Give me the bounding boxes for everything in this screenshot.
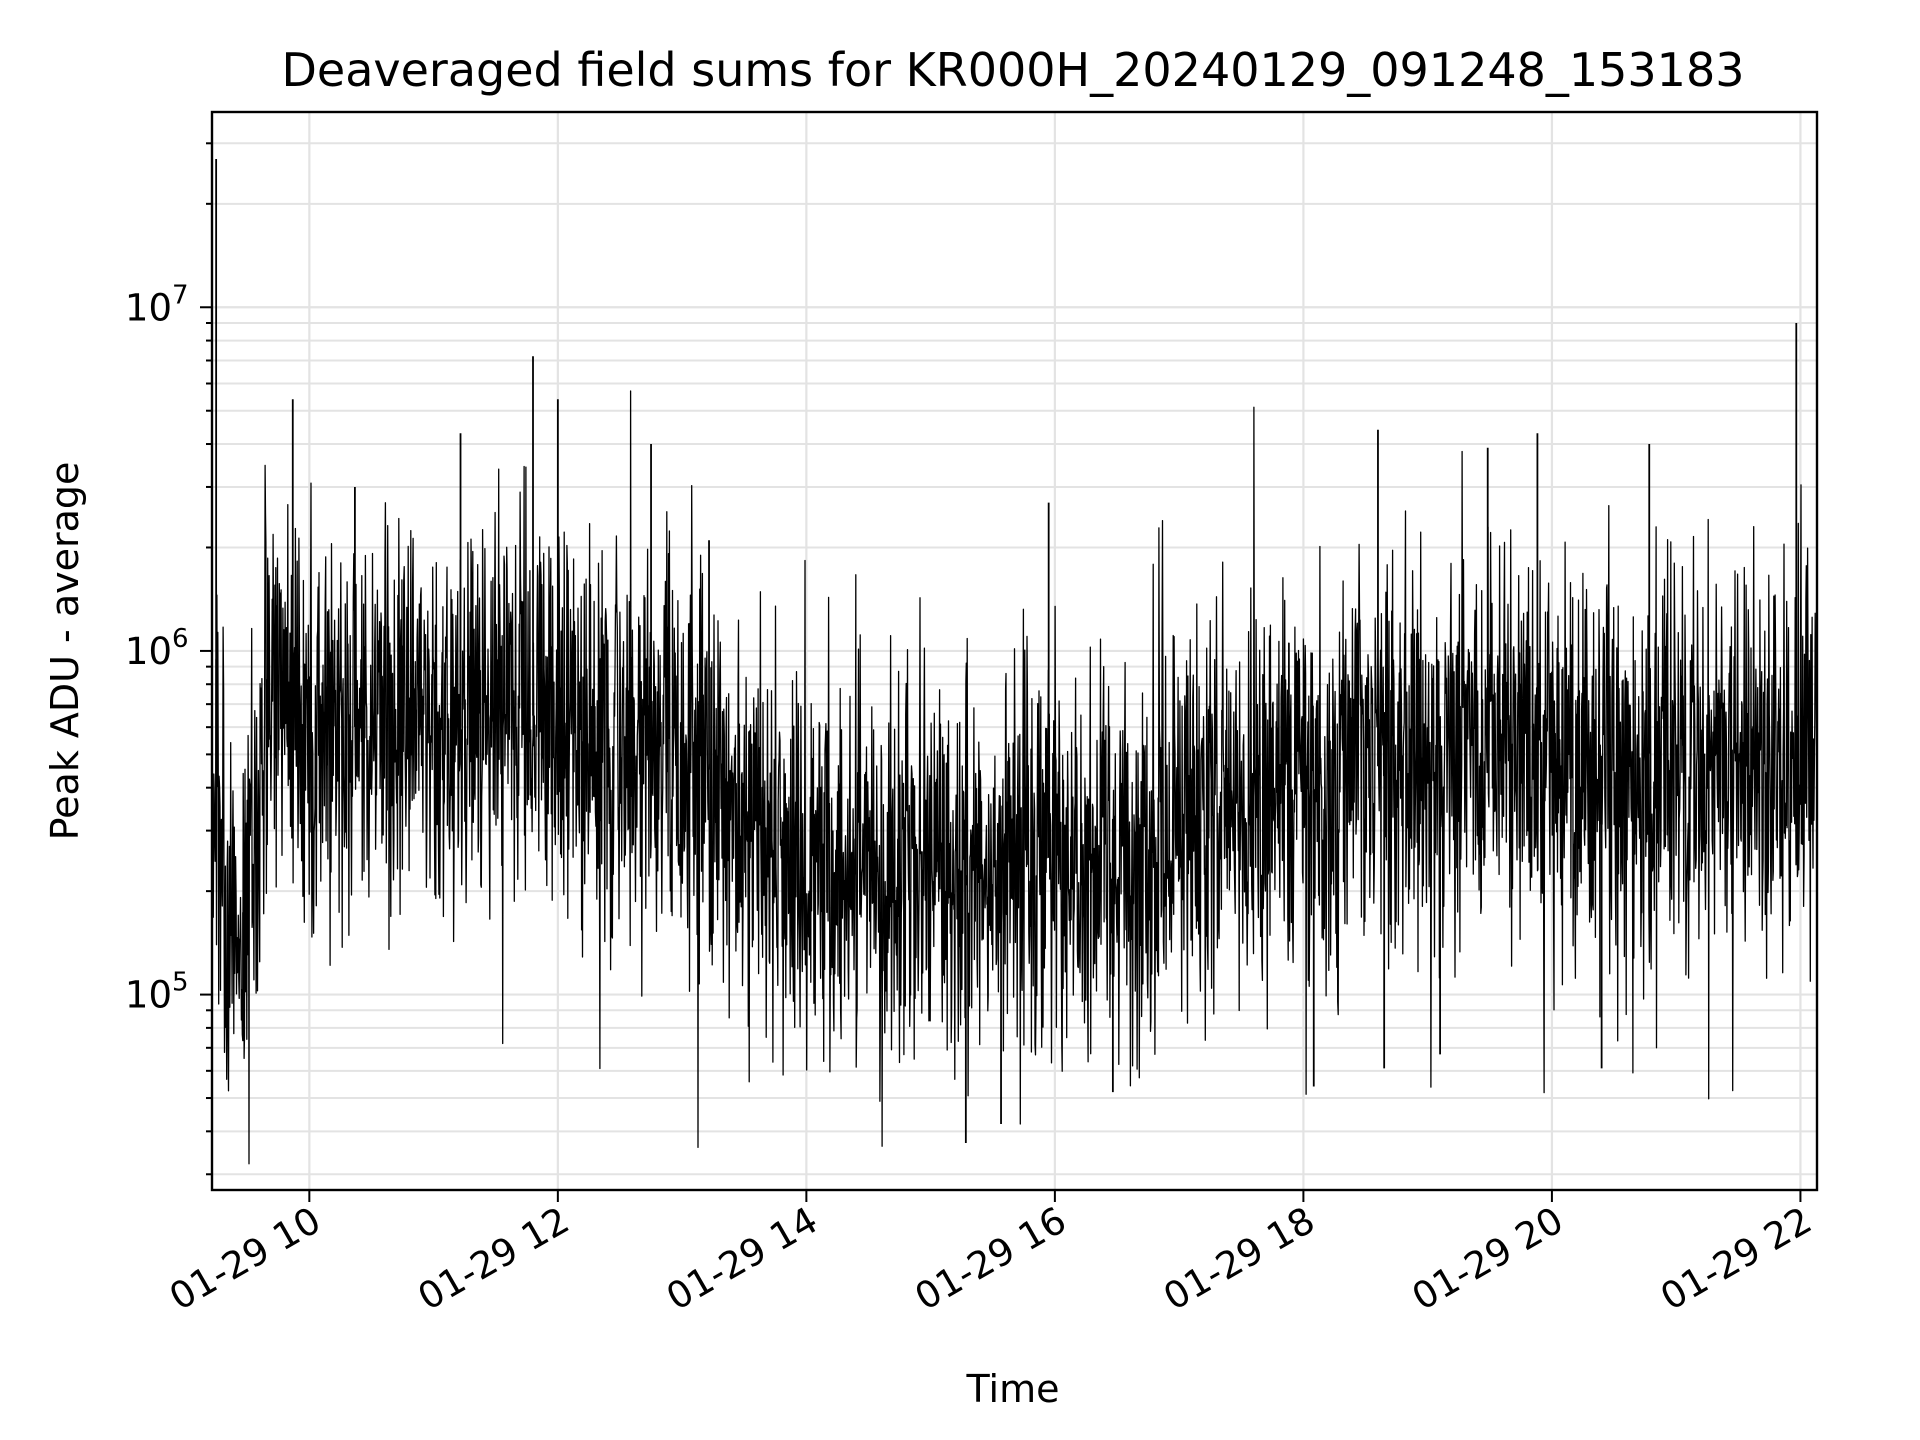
y-tick-label: 10 bbox=[125, 286, 172, 329]
y-tick-label: 10 bbox=[125, 630, 172, 673]
x-axis-label: Time bbox=[966, 1367, 1060, 1411]
chart-title: Deaveraged field sums for KR000H_2024012… bbox=[282, 43, 1745, 97]
y-tick-label: 10 bbox=[125, 974, 172, 1017]
y-tick-exponent: 5 bbox=[172, 968, 189, 998]
y-axis-label: Peak ADU - average bbox=[43, 462, 87, 841]
y-tick-exponent: 7 bbox=[172, 280, 189, 310]
series-line bbox=[212, 390, 1817, 1165]
series-layer bbox=[212, 159, 1817, 1165]
y-tick-exponent: 6 bbox=[172, 624, 189, 654]
